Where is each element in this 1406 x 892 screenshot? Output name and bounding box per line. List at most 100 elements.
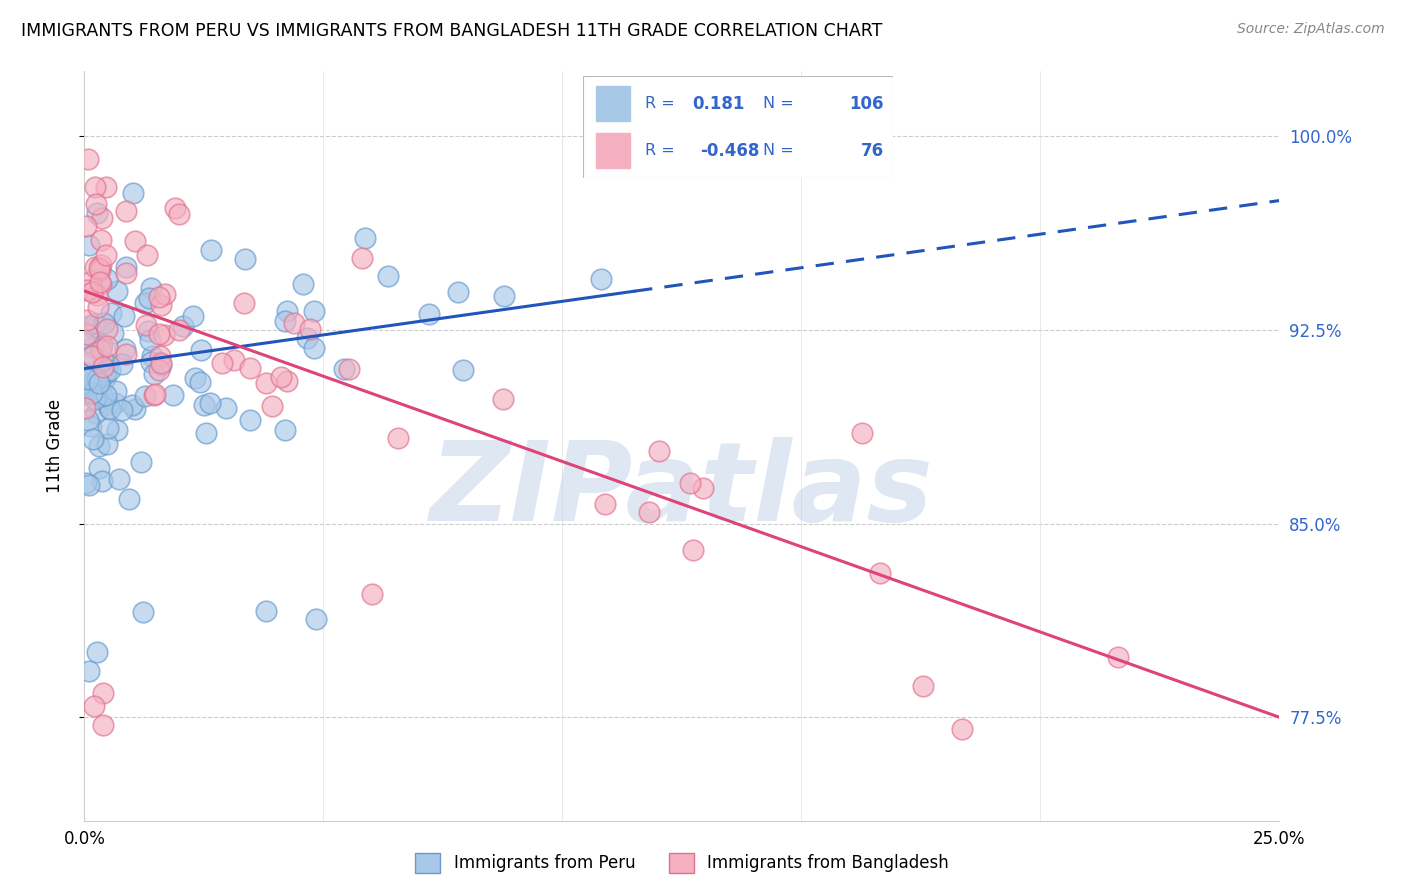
- Point: [239, 413, 262, 427]
- Point: [912, 679, 935, 693]
- Point: [648, 444, 671, 458]
- Point: [82, 340, 104, 354]
- Point: [129, 455, 152, 469]
- Point: [149, 298, 172, 312]
- Point: [84, 260, 107, 275]
- Point: [141, 349, 163, 363]
- Point: [254, 604, 277, 618]
- Point: [77, 371, 100, 385]
- Point: [139, 355, 162, 369]
- Point: [91, 338, 114, 352]
- Point: [87, 461, 110, 475]
- Point: [75, 367, 97, 381]
- Point: [89, 263, 111, 277]
- Point: [418, 307, 440, 321]
- Point: [184, 371, 207, 385]
- Point: [90, 389, 112, 403]
- Point: [96, 272, 118, 286]
- Point: [148, 290, 170, 304]
- Point: [75, 219, 97, 234]
- Point: [82, 285, 104, 299]
- Point: [90, 343, 112, 358]
- Point: [84, 316, 107, 330]
- Point: [97, 401, 120, 415]
- Point: [115, 203, 138, 218]
- Point: [291, 277, 314, 292]
- Point: [260, 400, 283, 414]
- Point: [80, 274, 103, 288]
- Point: [105, 284, 128, 298]
- Point: [139, 281, 162, 295]
- Point: [96, 421, 118, 435]
- Point: [91, 211, 114, 226]
- Point: [104, 396, 127, 410]
- Point: [104, 384, 127, 398]
- Point: [80, 350, 103, 364]
- Point: [93, 316, 115, 330]
- Point: [75, 336, 97, 351]
- Point: [76, 283, 98, 297]
- Point: [851, 425, 873, 440]
- Point: [77, 478, 100, 492]
- Point: [149, 356, 172, 370]
- Point: [153, 328, 176, 343]
- Point: [153, 287, 176, 301]
- Point: [89, 276, 111, 290]
- Point: [148, 363, 170, 377]
- Point: [233, 252, 256, 266]
- Point: [76, 326, 98, 341]
- Point: [86, 645, 108, 659]
- Point: [136, 324, 159, 338]
- Point: [233, 296, 256, 310]
- Point: [87, 440, 110, 454]
- Point: [491, 392, 513, 406]
- Point: [302, 341, 325, 355]
- Point: [299, 321, 322, 335]
- Point: [73, 386, 96, 401]
- Point: [143, 387, 166, 401]
- Point: [134, 389, 156, 403]
- Point: [98, 401, 121, 416]
- Point: [79, 318, 101, 333]
- Point: [276, 374, 298, 388]
- Point: [132, 605, 155, 619]
- Point: [96, 364, 118, 378]
- Point: [193, 398, 215, 412]
- Point: [90, 380, 112, 394]
- Point: [149, 359, 172, 373]
- Point: [447, 285, 470, 300]
- Point: [97, 397, 120, 411]
- Point: [87, 300, 110, 314]
- Point: [80, 377, 103, 392]
- Point: [950, 722, 973, 736]
- Point: [679, 476, 702, 491]
- Point: [91, 686, 114, 700]
- Point: [239, 361, 262, 376]
- Point: [181, 309, 204, 323]
- Point: [254, 376, 277, 391]
- Point: [80, 380, 103, 394]
- Point: [101, 326, 124, 340]
- Point: [451, 362, 474, 376]
- Point: [352, 251, 374, 265]
- Point: [96, 387, 118, 401]
- Point: [76, 313, 98, 327]
- Point: [112, 309, 135, 323]
- Point: [167, 207, 190, 221]
- Point: [377, 268, 399, 283]
- Point: [94, 180, 117, 194]
- Point: [111, 357, 134, 371]
- Point: [86, 206, 108, 220]
- Point: [80, 419, 103, 434]
- Point: [337, 362, 360, 376]
- Point: [589, 272, 612, 286]
- Text: IMMIGRANTS FROM PERU VS IMMIGRANTS FROM BANGLADESH 11TH GRADE CORRELATION CHART: IMMIGRANTS FROM PERU VS IMMIGRANTS FROM …: [21, 22, 883, 40]
- Point: [149, 349, 172, 363]
- Point: [82, 284, 104, 298]
- Point: [222, 353, 245, 368]
- Point: [76, 367, 98, 381]
- Point: [190, 376, 212, 390]
- Point: [138, 291, 160, 305]
- Y-axis label: 11th Grade: 11th Grade: [45, 399, 63, 493]
- Point: [105, 423, 128, 437]
